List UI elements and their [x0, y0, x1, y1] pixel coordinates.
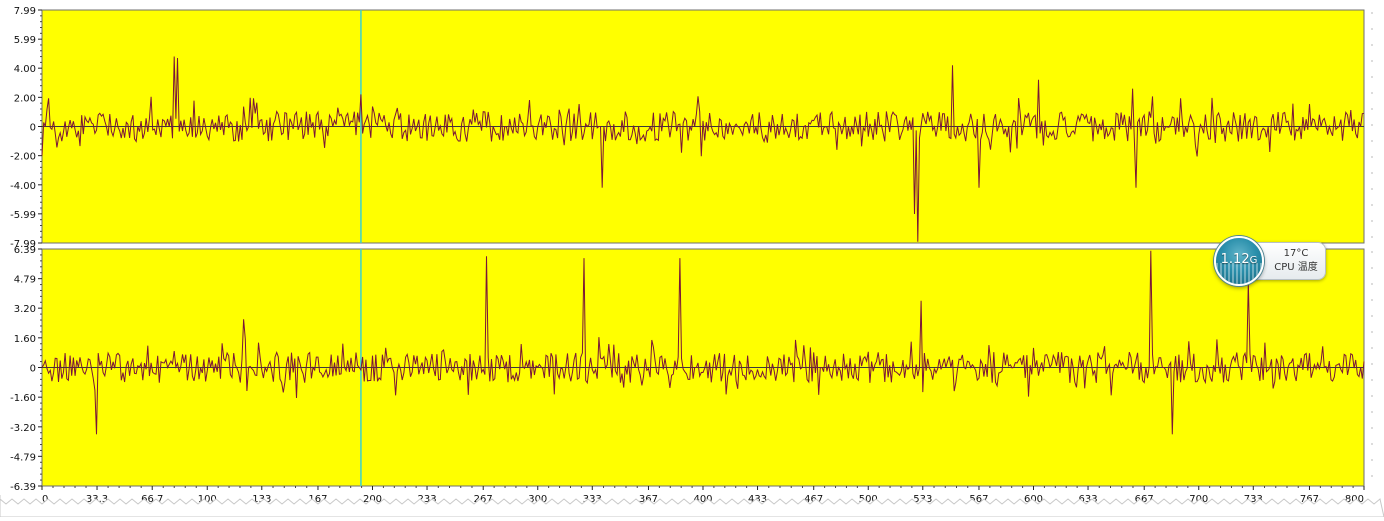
y-tick-label: 4.00 [14, 64, 36, 75]
y-tick-label: -3.20 [10, 423, 36, 434]
memory-value: 1.12 [1221, 252, 1250, 267]
y-tick-label: 0 [30, 364, 36, 375]
y-tick-label: 2.00 [14, 93, 36, 104]
memory-unit: G [1250, 255, 1258, 266]
y-tick-label: -2.00 [10, 152, 36, 163]
y-tick-label: 1.60 [14, 334, 36, 345]
y-tick-label: 0 [30, 123, 36, 134]
y-tick-label: -1.60 [10, 393, 36, 404]
cpu-monitor-widget[interactable]: 17°C CPU 温度 1.12G [1214, 236, 1328, 286]
memory-gauge-value: 1.12G [1216, 252, 1262, 269]
y-tick-label: -4.79 [10, 452, 36, 463]
y-tick-label: -4.00 [10, 181, 36, 192]
cpu-temp-label: CPU 温度 [1269, 262, 1323, 274]
y-tick-label: 7.99 [14, 6, 36, 17]
y-tick-label: 5.99 [14, 35, 36, 46]
y-tick-label: 4.79 [14, 275, 36, 286]
cpu-temperature: 17°C [1269, 248, 1323, 260]
y-tick-label: 3.20 [14, 304, 36, 315]
y-tick-label: 6.39 [14, 245, 36, 256]
y-tick-label: -5.99 [10, 210, 36, 221]
memory-gauge-icon[interactable]: 1.12G [1214, 236, 1264, 286]
y-tick-label: -6.39 [10, 482, 36, 493]
